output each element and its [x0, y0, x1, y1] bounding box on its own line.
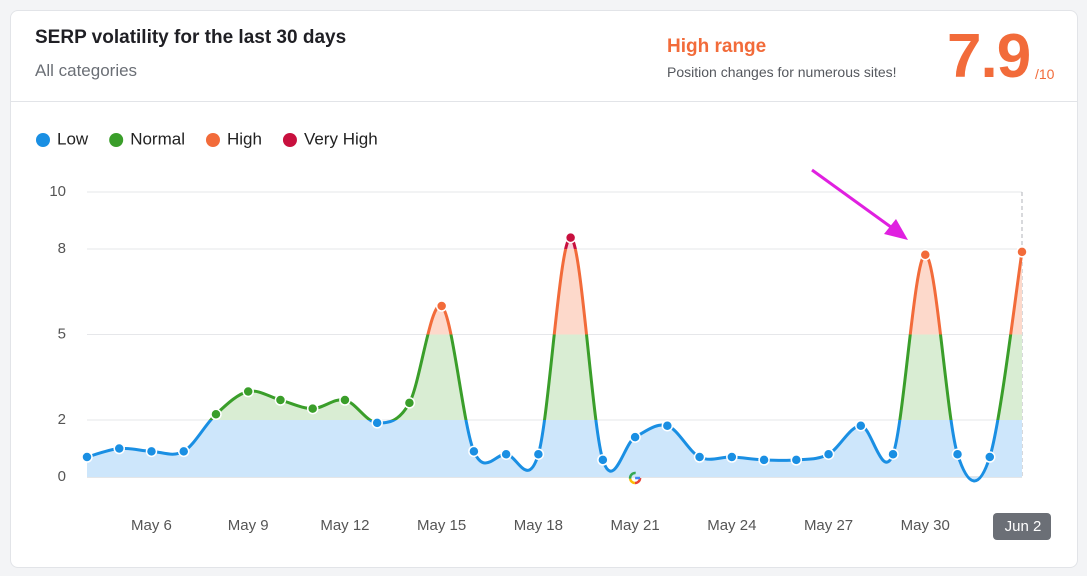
point — [758, 454, 770, 466]
point — [532, 448, 545, 460]
google-icon — [628, 471, 642, 485]
legend-dot — [36, 133, 50, 147]
point — [790, 454, 803, 466]
legend-dot — [282, 133, 297, 147]
point — [371, 417, 383, 429]
x-tick-label: May 21 — [611, 517, 660, 534]
x-tick-label: May 15 — [417, 517, 466, 534]
point — [177, 445, 190, 458]
point — [81, 451, 93, 463]
x-tick-label: May 6 — [131, 517, 172, 534]
current-day-badge — [993, 513, 1051, 540]
legend-label: Normal — [130, 129, 185, 148]
line — [564, 236, 577, 249]
point — [306, 402, 319, 415]
point — [726, 451, 738, 463]
point — [113, 442, 125, 455]
point — [242, 385, 254, 398]
point — [1016, 246, 1028, 258]
x-tick-label: May 27 — [804, 517, 853, 534]
point — [500, 448, 512, 460]
y-tick-label: 10 — [49, 183, 66, 200]
x-tick-label: Jun 2 — [1005, 518, 1042, 535]
point — [661, 419, 674, 432]
point — [822, 448, 835, 460]
card-header: SERP volatility for the last 30 days All… — [11, 11, 1077, 102]
band-area — [427, 249, 1022, 335]
legend-label: High — [227, 129, 262, 148]
annotation-arrow — [811, 168, 896, 232]
legend-dot — [109, 133, 124, 147]
band-area — [210, 334, 1022, 420]
point — [468, 445, 480, 458]
x-tick-label: May 18 — [514, 517, 563, 534]
score: 7.9 — [947, 22, 1031, 91]
title: SERP volatility for the last 30 days — [35, 27, 347, 48]
point — [887, 448, 899, 460]
legend-label: Very High — [304, 129, 378, 148]
legend-dot — [205, 133, 220, 147]
y-tick-label: 8 — [58, 240, 66, 257]
x-tick-label: May 12 — [320, 517, 369, 534]
point — [210, 408, 222, 421]
point — [564, 231, 577, 244]
point — [435, 300, 448, 312]
point — [951, 448, 964, 460]
subtitle: All categories — [35, 61, 138, 80]
point — [145, 445, 158, 458]
point — [339, 394, 351, 406]
status-note: Position changes for numerous sites! — [667, 64, 897, 80]
point — [629, 431, 641, 443]
point — [597, 454, 609, 466]
status: High range — [667, 36, 767, 57]
point — [274, 394, 287, 406]
band-area — [87, 420, 1022, 481]
score-scale: /10 — [1035, 66, 1055, 82]
annotation-arrow-head — [884, 219, 908, 240]
legend-label: Low — [57, 129, 89, 148]
x-tick-label: May 9 — [228, 517, 269, 534]
point — [919, 248, 932, 261]
point — [693, 451, 706, 463]
line — [208, 334, 1013, 420]
y-tick-label: 5 — [58, 325, 66, 342]
point — [984, 451, 996, 463]
x-tick-label: May 30 — [901, 517, 950, 534]
point — [403, 397, 416, 409]
x-tick-label: May 24 — [707, 517, 756, 534]
point — [855, 419, 867, 432]
y-tick-label: 2 — [58, 411, 66, 428]
y-tick-label: 0 — [58, 468, 66, 485]
